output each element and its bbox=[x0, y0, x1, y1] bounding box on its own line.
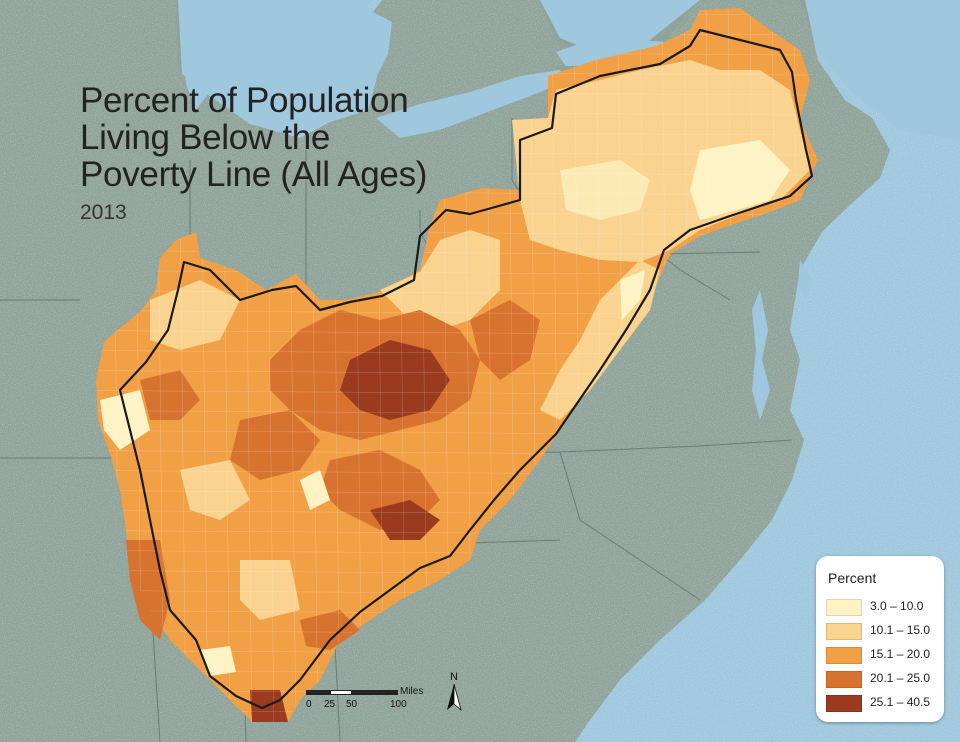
legend-label: 10.1 – 15.0 bbox=[870, 623, 931, 637]
scale-tick: 0 bbox=[306, 699, 312, 710]
map-title-block: Percent of Population Living Below the P… bbox=[80, 82, 427, 225]
scale-tick: 25 bbox=[324, 699, 336, 710]
legend-item: 3.0 – 10.0 bbox=[826, 598, 942, 616]
region-ohio-light bbox=[380, 230, 500, 330]
legend-label: 20.1 – 25.0 bbox=[870, 671, 931, 685]
legend-swatch bbox=[826, 623, 862, 640]
lake-huron bbox=[305, 0, 392, 96]
region-west-dark bbox=[140, 370, 200, 420]
region-pa-east bbox=[560, 160, 650, 220]
scale-segment bbox=[306, 690, 330, 695]
scale-tick: 50 bbox=[346, 699, 358, 710]
legend-item: 25.1 – 40.5 bbox=[826, 694, 942, 712]
region-west-light-2 bbox=[100, 390, 150, 450]
scale-tick: 100 bbox=[390, 699, 407, 710]
lake-michigan bbox=[180, 0, 218, 110]
region-al-mid bbox=[300, 610, 360, 650]
north-label: N bbox=[450, 671, 458, 683]
scale-segment bbox=[330, 690, 352, 695]
legend-swatch bbox=[826, 647, 862, 664]
region-tn-lightest bbox=[300, 470, 330, 510]
chesapeake-bay bbox=[752, 290, 770, 420]
region-fill bbox=[96, 8, 818, 722]
legend-swatch bbox=[826, 599, 862, 616]
legend-item: 15.1 – 20.0 bbox=[826, 646, 942, 664]
legend-label: 25.1 – 40.5 bbox=[870, 695, 931, 709]
north-arrow-icon: N bbox=[447, 671, 462, 712]
scale-unit: Miles bbox=[400, 686, 424, 697]
map-title-line-2: Living Below the bbox=[80, 118, 331, 157]
legend-title: Percent bbox=[828, 570, 877, 586]
region-al-lightest bbox=[200, 646, 236, 676]
region-al-light bbox=[240, 560, 300, 620]
region-tn-light bbox=[180, 460, 250, 520]
region-va-lightest bbox=[620, 270, 645, 320]
legend-item: 20.1 – 25.0 bbox=[826, 670, 942, 688]
lake-erie bbox=[376, 70, 566, 138]
delaware-bay bbox=[798, 260, 812, 300]
region-tn-darkest bbox=[370, 500, 440, 540]
legend-swatch bbox=[826, 695, 862, 712]
map-title-line-1: Percent of Population bbox=[80, 81, 409, 120]
map-title-line-3: Poverty Line (All Ages) bbox=[80, 155, 428, 194]
arc-boundary bbox=[118, 28, 814, 710]
region-lightest-north bbox=[690, 140, 790, 220]
scale-bar: Miles 0 25 50 100 bbox=[306, 686, 446, 718]
region-west-light bbox=[150, 280, 240, 350]
legend-swatch bbox=[826, 671, 862, 688]
legend-label: 15.1 – 20.0 bbox=[870, 647, 931, 661]
legend-label: 3.0 – 10.0 bbox=[870, 599, 924, 613]
legend-item: 10.1 – 15.0 bbox=[826, 622, 942, 640]
region-ky-darkest bbox=[340, 340, 450, 420]
scale-segment bbox=[352, 690, 398, 695]
legend: Percent 3.0 – 10.0 10.1 – 15.0 15.1 – 20… bbox=[816, 556, 944, 722]
region-ky-south-dark bbox=[230, 410, 320, 480]
map-year: 2013 bbox=[80, 201, 127, 224]
region-wv-dark bbox=[470, 300, 540, 380]
